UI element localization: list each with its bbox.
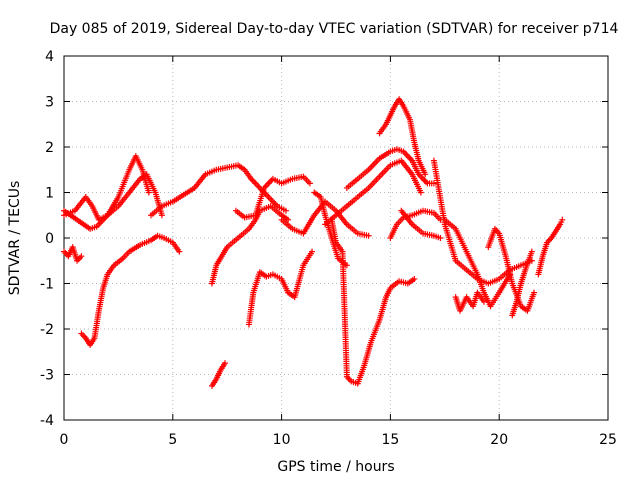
data-point-s5 [282,207,289,214]
data-point-s4 [176,248,183,255]
data-point-s18 [528,257,535,264]
x-tick-label: 10 [273,432,291,448]
y-tick-label: 1 [45,186,54,202]
y-tick-label: -1 [40,277,54,293]
y-tick-label: 4 [45,49,54,65]
data-point-s6 [222,360,229,367]
x-tick-label: 15 [381,432,399,448]
data-point-s13 [411,275,418,282]
data-point-s7 [285,216,292,223]
y-axis-label: SDTVAR / TECUs [7,181,23,296]
data-point-s20 [480,298,487,305]
data-point-s15 [422,171,429,178]
x-tick-label: 5 [168,432,177,448]
plot-frame [63,55,609,421]
data-point-s14 [430,180,437,187]
data-point-s8 [306,180,313,187]
x-tick-label: 20 [490,432,508,448]
data-point-s9 [309,248,316,255]
y-tick-label: -3 [40,368,54,384]
data-point-s2 [158,212,165,219]
x-tick-label: 25 [599,432,617,448]
data-point-s22 [528,248,535,255]
data-point-s1 [145,189,152,196]
data-point-s10 [365,232,372,239]
y-tick-label: -2 [40,322,54,338]
y-tick-label: 0 [45,231,54,247]
x-tick-label: 0 [60,432,69,448]
x-axis-label: GPS time / hours [277,459,394,475]
axis-ticks: 0 5 10 15 20 25 -4 -3 -2 -1 0 1 2 3 4 [40,49,617,448]
y-tick-label: 3 [45,95,54,111]
data-point-s23 [559,216,566,223]
chart-title: Day 085 of 2019, Sidereal Day-to-day VTE… [50,21,619,37]
data-points [61,96,566,389]
data-point-s12 [417,189,424,196]
data-point-s21 [531,289,538,296]
data-point-s17 [437,235,444,241]
data-point-s3 [78,253,85,260]
y-tick-label: -4 [40,413,54,429]
y-tick-label: 2 [45,140,54,156]
